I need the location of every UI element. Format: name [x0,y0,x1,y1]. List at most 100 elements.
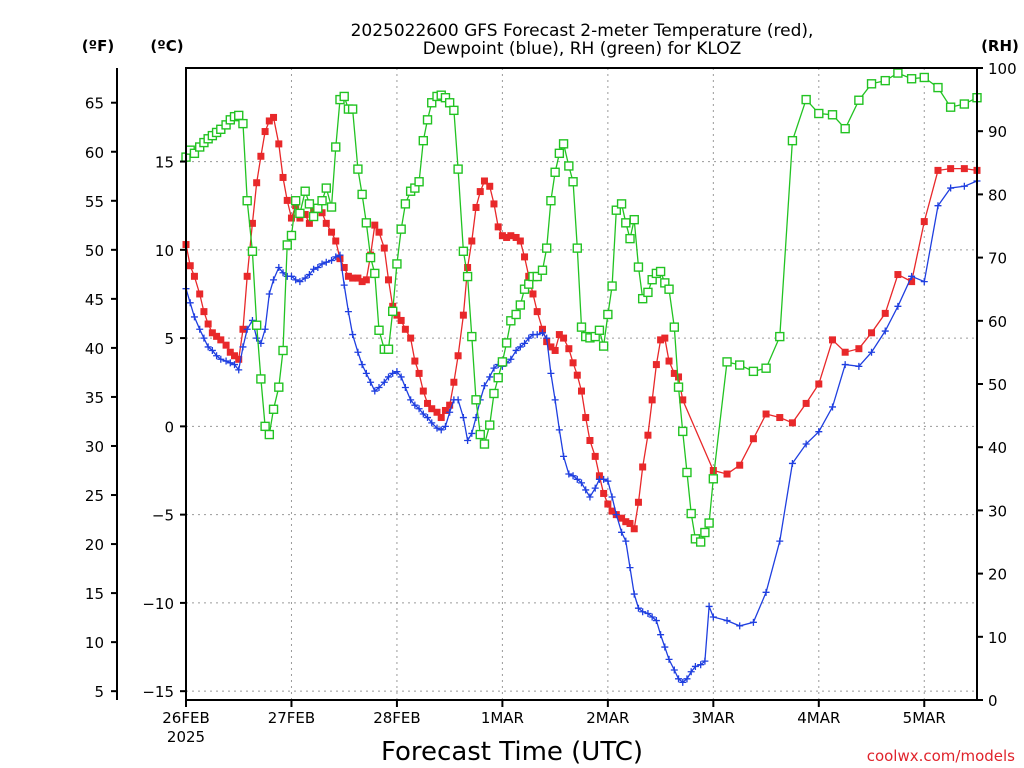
dewpoint-point [618,528,626,536]
temperature-point [634,498,642,506]
dewpoint-point [340,281,348,289]
dewpoint-point [920,278,928,286]
rh-point [906,74,917,84]
rh-point [546,196,556,206]
dewpoint-point [217,355,225,363]
f-tick-label: 10 [85,634,104,652]
dewpoint-point [560,452,568,460]
temperature-point [776,414,784,422]
x-tick-label: 2MAR [586,709,629,727]
dewpoint-point [934,202,942,210]
dewpoint-point [415,405,423,413]
rh-point [331,142,341,152]
temperature-point [261,128,269,136]
temperature-point [204,320,212,328]
temperature-point [253,179,261,187]
rh-line [185,72,978,543]
dewpoint-point [367,378,375,386]
temperature-point [736,461,744,469]
dewpoint-point [516,343,524,351]
dewpoint-point [908,272,916,280]
temperature-point [375,228,383,236]
dewpoint-point [551,396,559,404]
dewpoint-point [626,564,634,572]
temperature-point [265,117,273,125]
dewpoint-point [270,276,278,284]
temperature-point [670,369,678,377]
temperature-point [196,290,204,298]
dewpoint-point [419,410,427,418]
dewpoint-point [301,274,309,282]
f-tick-label: 20 [85,536,104,554]
dewpoint-point [578,479,585,487]
dewpoint-point [661,643,669,651]
rh-point [321,183,331,193]
dewpoint-point [358,361,366,369]
f-tick-label: 35 [85,389,104,407]
dewpoint-point [287,272,295,280]
temperature-point [340,263,348,271]
c-tick-label: 10 [155,242,174,260]
dewpoint-point [687,668,695,676]
rh-point [700,527,710,538]
temperature-point [626,519,634,527]
dewpoint-point [231,361,239,369]
rh-point [933,82,943,93]
x-axis-title: Forecast Time (UTC) [381,737,643,767]
rh-point [669,322,680,332]
dewpoint-point [310,265,318,273]
rh-point [427,98,437,108]
temperature-point [829,336,837,344]
temperature-point [446,401,454,409]
dewpoint-point [322,258,330,266]
rh-point [664,284,674,294]
dewpoint-point [788,459,796,467]
rh-point [383,344,394,354]
rh-point [485,420,495,430]
temperature-point [464,263,472,271]
temperature-point [358,278,366,286]
rh-point [290,196,301,206]
rh-point [735,360,745,370]
dewpoint-point [608,493,616,501]
dewpoint-point [411,401,419,409]
rh-point [506,316,516,326]
temperature-point [591,452,599,460]
c-tick-label: 0 [164,418,174,436]
dewpoint-point [868,348,876,356]
temperature-point [881,309,889,317]
rh-unit-label: (RH) [981,37,1019,55]
dewpoint-point [318,260,326,268]
temperature-point [573,371,581,379]
rh-point [365,252,376,263]
temperature-point [419,387,427,395]
temperature-point [371,221,379,229]
dewpoint-point [332,253,340,261]
x-tick-label: 4MAR [797,709,840,727]
dewpoint-point [644,609,652,617]
dewpoint-point [634,604,642,612]
rh-point [554,148,565,159]
chart-title-line1: 2025022600 GFS Forecast 2-meter Temperat… [351,21,814,41]
dewpoint-point [213,352,221,360]
temperature-point [486,182,494,190]
rh-point [357,189,367,200]
x-tick-label: 3MAR [692,709,735,727]
rh-point [313,203,323,214]
dewpoint-point [841,361,849,369]
temperature-point [454,352,462,360]
dewpoint-point [375,384,383,392]
rh-point [497,357,508,367]
rh-point [347,104,358,114]
rh-point [467,331,477,342]
dewpoint-point [235,366,243,374]
dewpoint-point [464,436,472,444]
rh-point [959,99,970,109]
temperature-point [661,334,669,342]
temperature-point [565,345,573,353]
rh-point [493,372,503,383]
rh-point [256,374,266,384]
dewpoint-point [362,369,370,377]
temperature-point [301,211,309,219]
temperature-point [648,396,656,404]
